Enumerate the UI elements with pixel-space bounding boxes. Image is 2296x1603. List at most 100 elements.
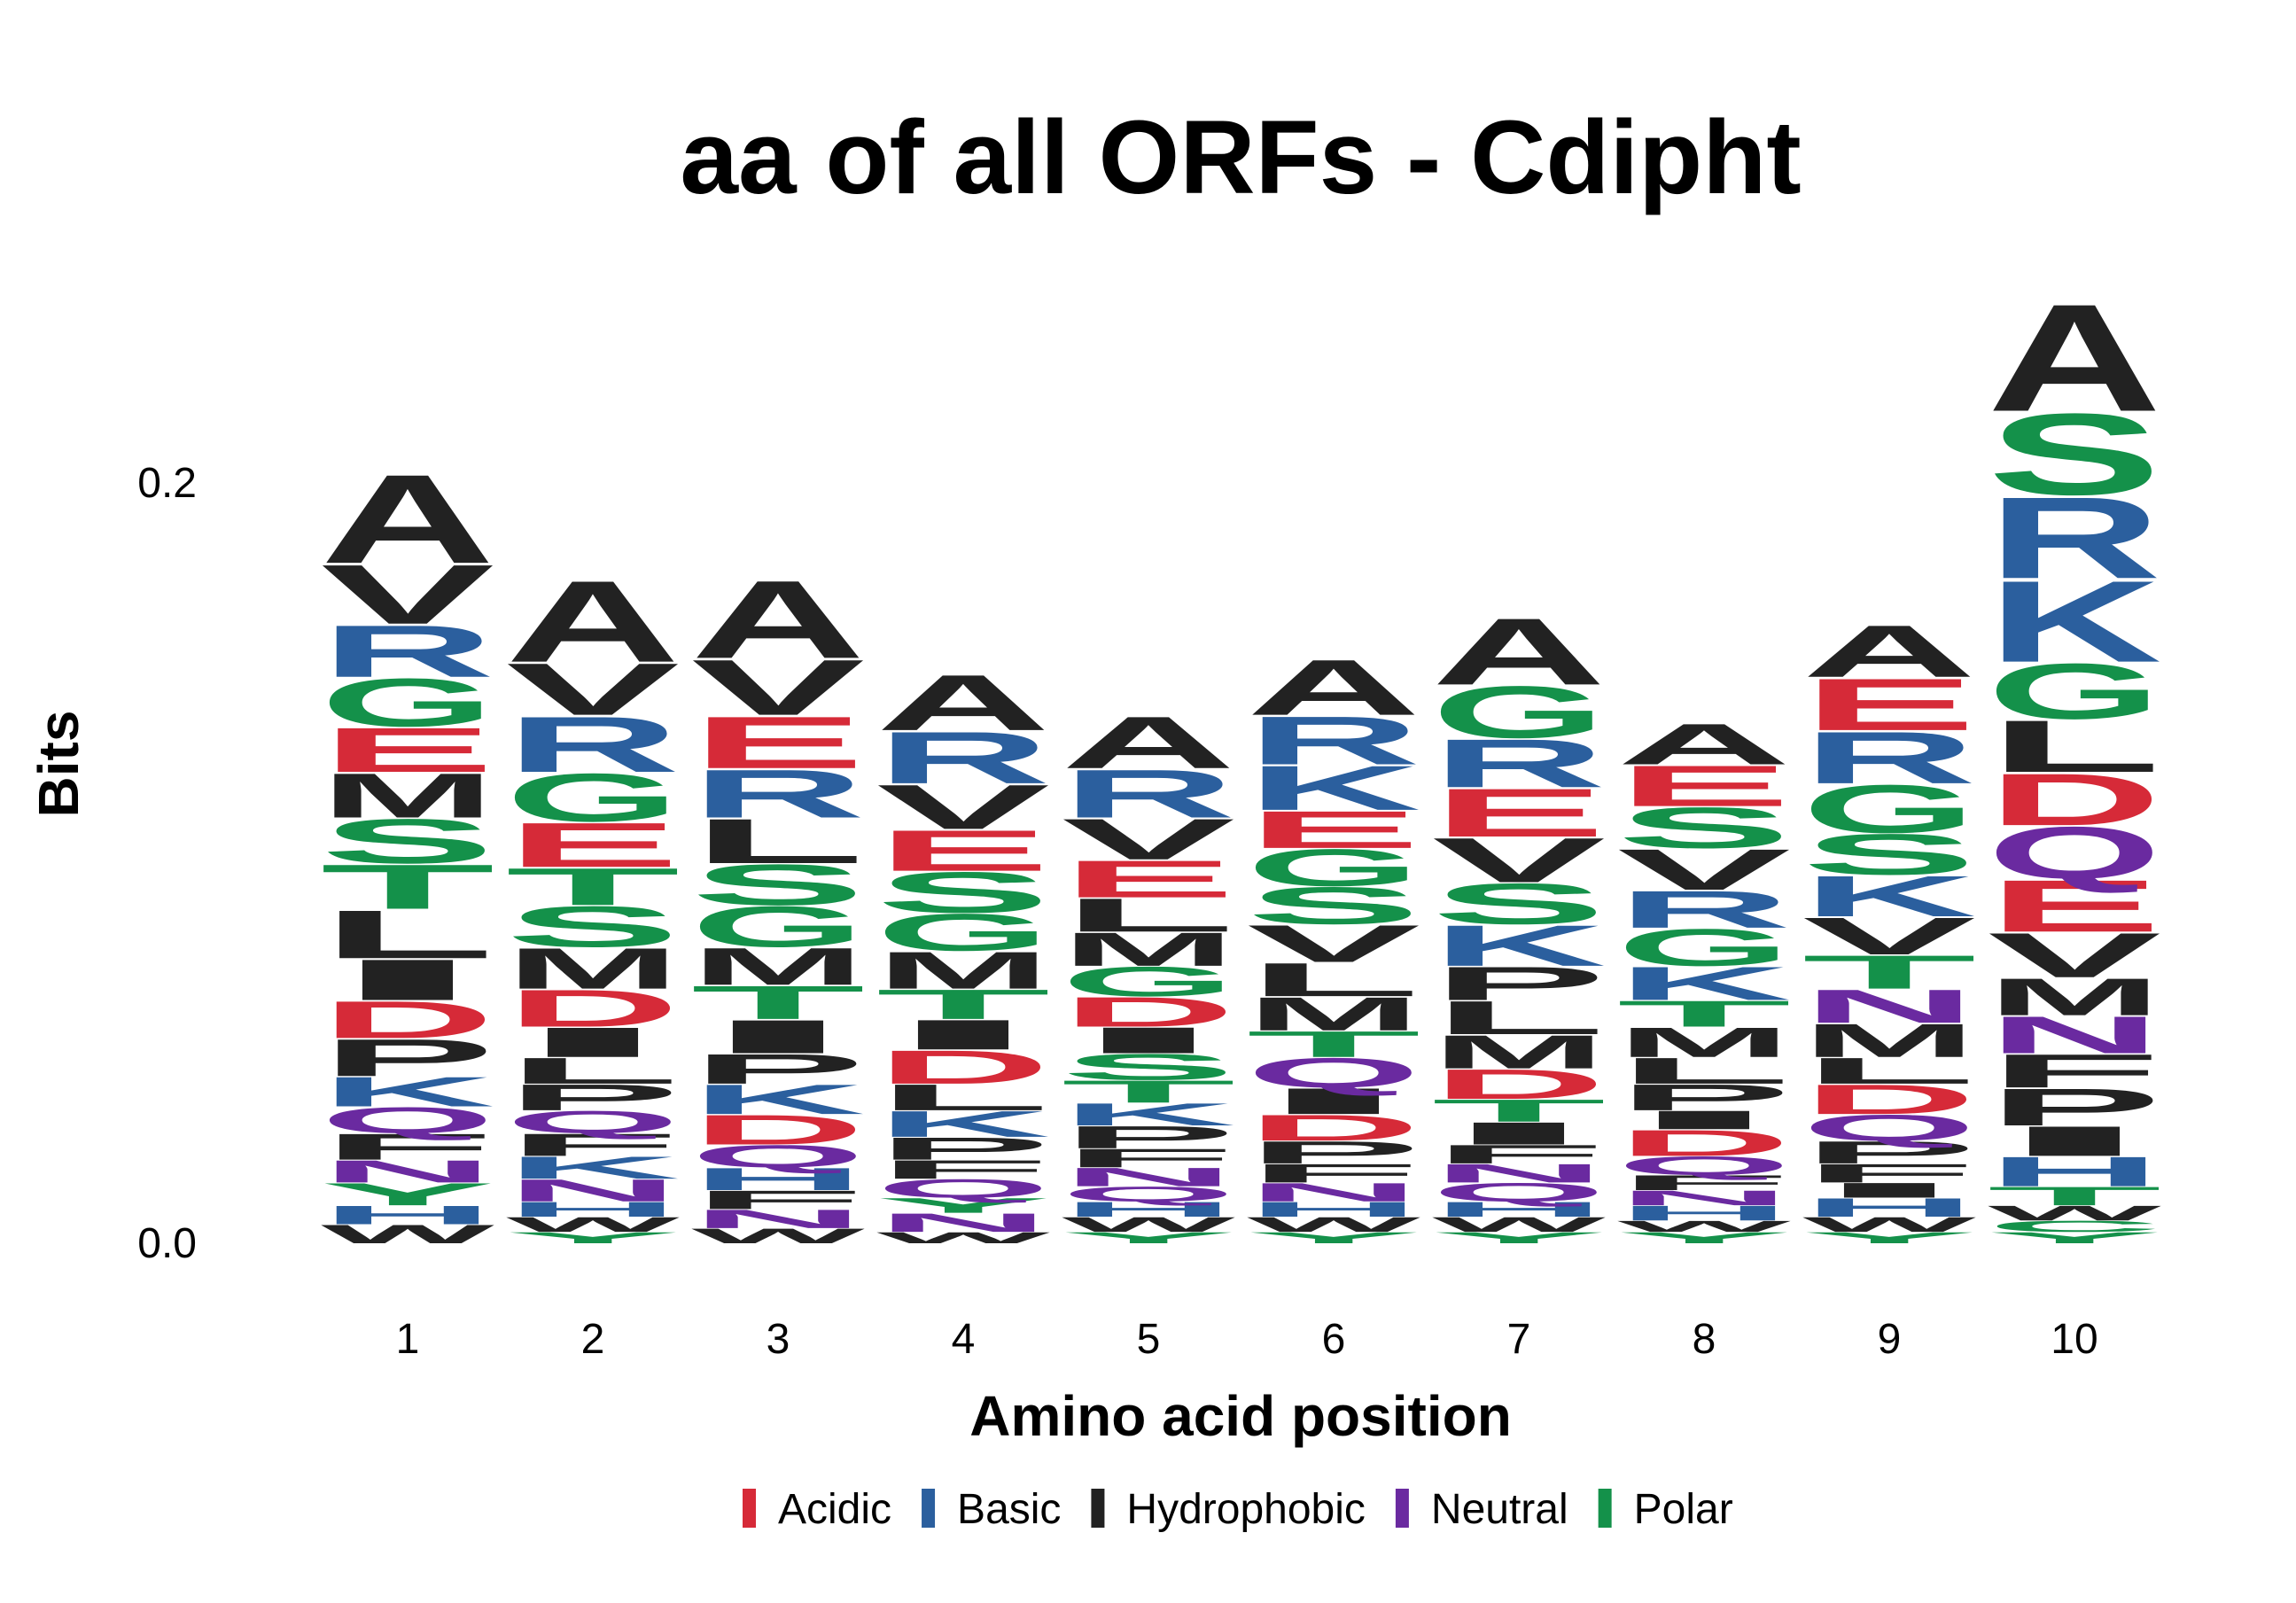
x-axis-ticks: 1 2 3 4 5 6 7 8 9 10 (396, 1316, 2098, 1363)
logo-letter-M: M (691, 937, 866, 996)
legend-item-neutral: Neutral (1395, 1486, 1568, 1533)
logo-letter-W: W (506, 1213, 681, 1237)
logo-letter-I: I (1988, 1117, 2162, 1164)
logo-letter-V: V (1432, 825, 1606, 896)
logo-letter-Y: Y (1802, 1229, 1977, 1247)
legend-label: Hydrophobic (1126, 1486, 1365, 1533)
logo-letter-Y: Y (1432, 1229, 1607, 1247)
logo-letter-Y: Y (321, 1177, 495, 1212)
logo-letter-V: V (321, 548, 494, 642)
logo-letter-Y: Y (1617, 1229, 1792, 1247)
logo-letter-R: R (876, 716, 1051, 798)
logo-letter-D: D (876, 1040, 1051, 1093)
logo-letter-T: T (506, 857, 681, 916)
logo-letter-Q: Q (1432, 1178, 1607, 1207)
logo-letter-H: H (1062, 1198, 1236, 1222)
logo-letter-S: S (1988, 390, 2162, 519)
logo-letter-D: D (1062, 989, 1236, 1036)
logo-letter-A: A (506, 556, 681, 686)
logo-stacks: WHYNFQKPDILTSMEGRVAYWHNKFQPLIDMSTEGRVAWN… (321, 273, 2162, 1249)
logo-letter-T: T (691, 976, 866, 1029)
logo-letter-L: L (876, 1077, 1051, 1118)
logo-letter-P: P (1062, 1119, 1236, 1155)
logo-letter-F: F (1247, 1158, 1421, 1187)
logo-letter-G: G (1802, 770, 1977, 847)
logo-letter-R: R (506, 700, 681, 789)
logo-letter-Q: Q (1617, 1151, 1792, 1180)
legend-swatch (1091, 1489, 1105, 1528)
logo-letter-S: S (1802, 822, 1977, 887)
logo-letter-K: K (1617, 957, 1792, 1010)
logo-letter-Q: Q (691, 1139, 866, 1174)
legend-item-basic: Basic (922, 1486, 1061, 1533)
x-tick-label: 7 (1507, 1316, 1531, 1363)
logo-letter-I: I (876, 1011, 1051, 1058)
logo-letter-P: P (506, 1077, 681, 1118)
logo-letter-P: P (1617, 1077, 1792, 1118)
x-tick-label: 9 (1878, 1316, 1902, 1363)
logo-letter-R: R (1432, 725, 1607, 802)
legend-swatch (1395, 1489, 1409, 1528)
logo-letter-N: N (1432, 1158, 1607, 1187)
logo-letter-L: L (1432, 992, 1607, 1045)
logo-letter-D: D (1802, 1076, 1977, 1123)
logo-letter-W: W (1432, 1213, 1607, 1237)
logo-letter-G: G (1432, 671, 1607, 753)
logo-letter-A: A (1247, 643, 1421, 732)
logo-letter-I: I (1247, 1081, 1421, 1123)
logo-letter-H: H (1432, 1198, 1607, 1222)
logo-letter-L: L (1062, 889, 1236, 942)
logo-letter-F: F (691, 1185, 866, 1214)
logo-letter-K: K (1062, 1097, 1236, 1132)
logo-letter-F: F (1802, 1158, 1977, 1187)
logo-letter-W: W (1062, 1213, 1236, 1237)
logo-letter-D: D (691, 1107, 866, 1154)
logo-letter-N: N (506, 1173, 681, 1209)
legend-item-acidic: Acidic (743, 1486, 891, 1533)
logo-letter-N: N (1062, 1163, 1236, 1192)
logo-letter-I: I (1802, 1179, 1977, 1202)
logo-letter-L: L (506, 1050, 681, 1092)
x-tick-label: 10 (2051, 1316, 2098, 1363)
logo-letter-I: I (691, 1010, 866, 1063)
x-tick-label: 4 (952, 1316, 976, 1363)
x-tick-label: 6 (1322, 1316, 1346, 1363)
logo-letter-F: F (506, 1127, 681, 1163)
logo-letter-P: P (691, 1046, 866, 1093)
logo-letter-P: P (1431, 957, 1606, 1010)
logo-letter-Q: Q (321, 1100, 495, 1140)
legend-label: Acidic (778, 1486, 891, 1533)
logo-letter-T: T (1247, 1023, 1421, 1065)
y-axis-label: Bits (27, 711, 90, 818)
logo-letter-G: G (1062, 958, 1236, 1005)
logo-letter-V: V (691, 643, 865, 732)
logo-letter-S: S (506, 894, 681, 959)
logo-letter-V: V (1247, 914, 1420, 974)
logo-letter-Y: Y (506, 1229, 681, 1247)
logo-letter-K: K (506, 1150, 681, 1186)
logo-letter-W: W (691, 1225, 866, 1249)
logo-letter-G: G (506, 759, 681, 836)
legend-label: Neutral (1431, 1486, 1568, 1533)
logo-letter-A: A (1802, 610, 1977, 692)
logo-letter-T: T (876, 981, 1051, 1028)
logo-letter-K: K (1988, 556, 2162, 686)
logo-letter-A: A (876, 658, 1051, 747)
logo-letter-Q: Q (876, 1174, 1051, 1203)
x-tick-label: 2 (581, 1316, 605, 1363)
logo-letter-L: L (321, 896, 495, 973)
logo-letter-W: W (1988, 1202, 2162, 1226)
legend-item-polar: Polar (1598, 1486, 1733, 1533)
logo-letter-H: H (1617, 1202, 1792, 1226)
logo-letter-W: W (321, 1219, 494, 1249)
logo-letter-V: V (1988, 920, 2161, 991)
logo-letter-D: D (1617, 1123, 1792, 1164)
legend: Acidic Basic Hydrophobic Neutral Polar (743, 1486, 1733, 1533)
logo-letter-K: K (876, 1103, 1051, 1145)
logo-letter-D: D (1432, 1061, 1607, 1108)
logo-letter-D: D (1247, 1108, 1421, 1149)
